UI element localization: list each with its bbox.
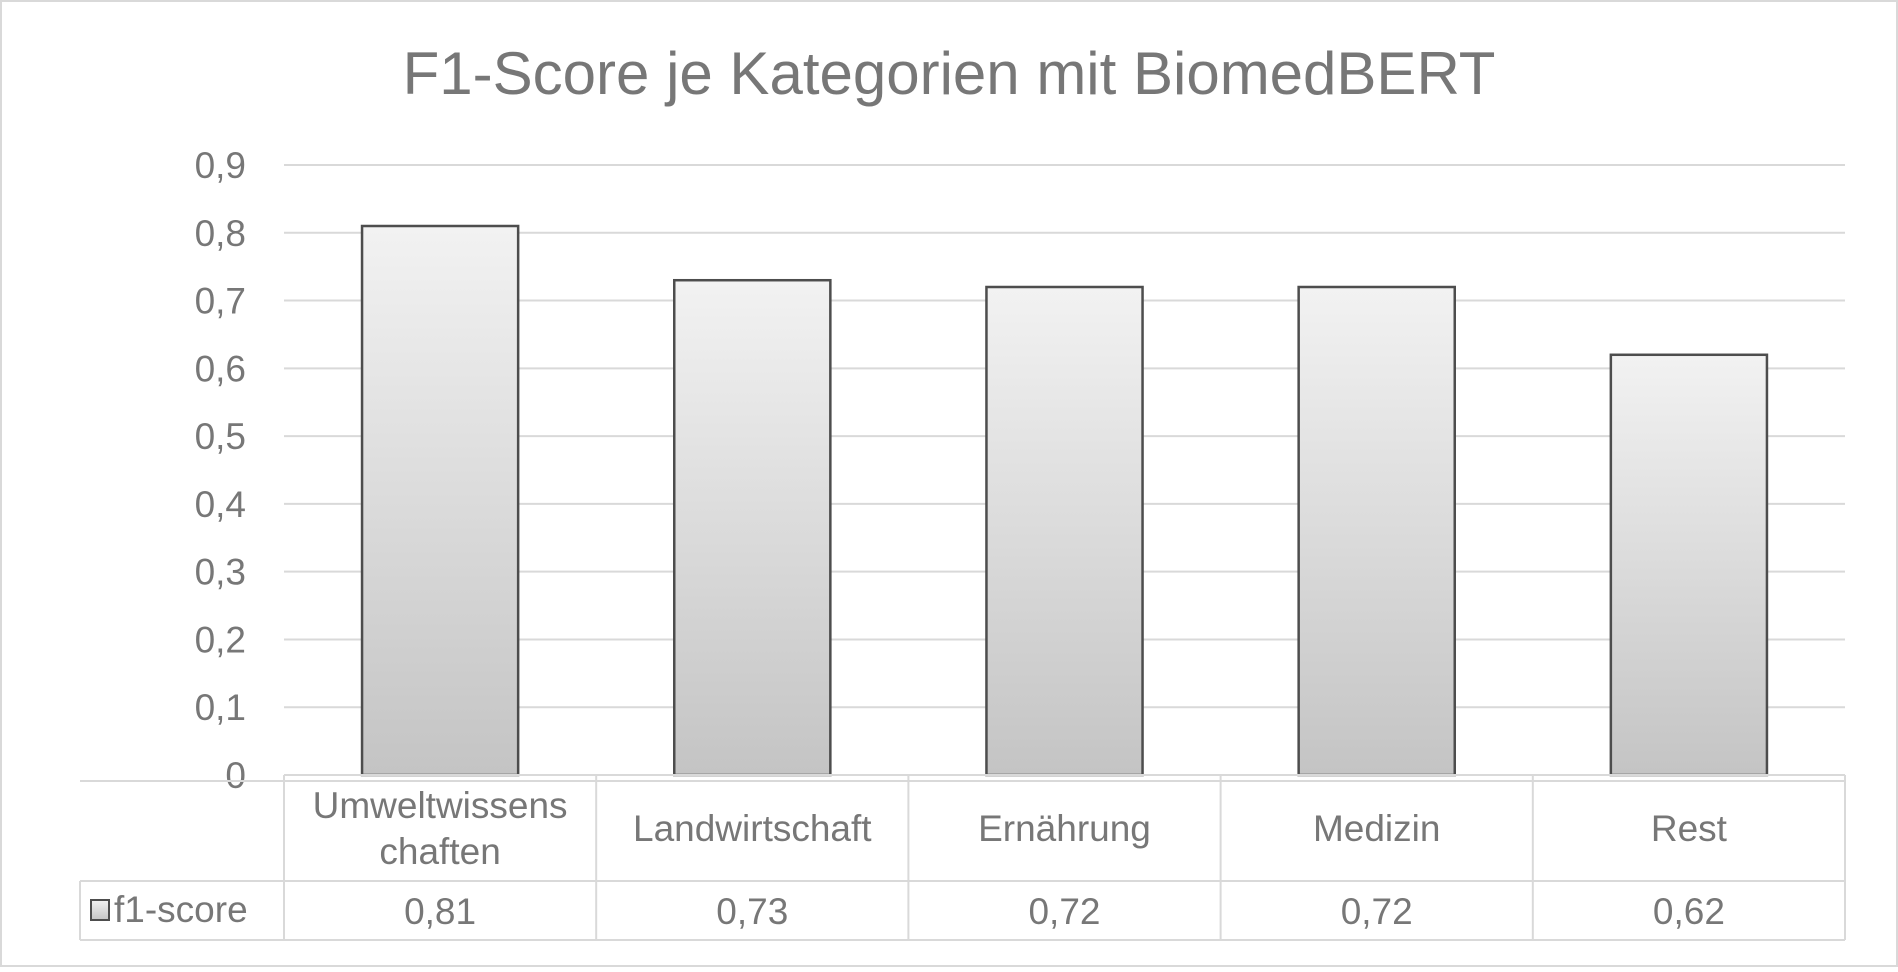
bar [986, 287, 1142, 775]
x-category-label: Umweltwissens [313, 785, 568, 826]
x-category-label: Ernährung [978, 808, 1151, 849]
series-name: f1-score [114, 889, 248, 930]
data-value-label: 0,72 [1028, 891, 1100, 932]
y-tick-label: 0,3 [195, 552, 246, 593]
data-value-label: 0,81 [404, 891, 476, 932]
y-tick-label: 0,7 [195, 281, 246, 322]
y-tick-label: 0,4 [195, 484, 246, 525]
data-value-label: 0,72 [1341, 891, 1413, 932]
x-category-label: Medizin [1313, 808, 1441, 849]
bar [674, 280, 830, 775]
x-category-label: chaften [379, 831, 500, 872]
bar [1299, 287, 1455, 775]
legend-key [91, 900, 109, 920]
y-tick-label: 0,1 [195, 687, 246, 728]
y-tick-label: 0,9 [195, 145, 246, 186]
y-tick-label: 0,2 [195, 619, 246, 660]
bar [1611, 355, 1767, 775]
bar [362, 226, 518, 775]
x-category-label: Rest [1651, 808, 1728, 849]
y-tick-label: 0,8 [195, 213, 246, 254]
y-tick-label: 0,6 [195, 348, 246, 389]
y-tick-label: 0,5 [195, 416, 246, 457]
y-tick-label: 0 [225, 755, 246, 796]
chart-title: F1-Score je Kategorien mit BiomedBERT [403, 40, 1496, 107]
data-value-label: 0,73 [716, 891, 788, 932]
data-value-label: 0,62 [1653, 891, 1725, 932]
x-category-label: Landwirtschaft [633, 808, 872, 849]
